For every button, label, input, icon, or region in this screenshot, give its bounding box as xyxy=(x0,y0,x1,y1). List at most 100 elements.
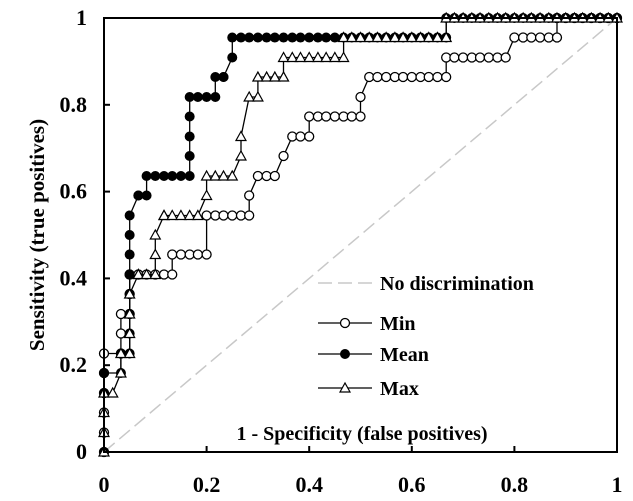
series-min-point xyxy=(329,111,341,122)
series-min xyxy=(98,12,623,458)
series-mean-point xyxy=(167,170,178,181)
series-mean-point xyxy=(295,32,306,43)
series-mean-point xyxy=(227,52,238,63)
series-mean-point xyxy=(192,91,203,102)
series-max-point xyxy=(234,149,247,161)
series-max-point xyxy=(140,268,153,280)
series-min-point xyxy=(304,111,315,122)
series-min-point xyxy=(167,269,178,280)
series-mean-point xyxy=(210,91,221,102)
series-max-point xyxy=(363,31,376,43)
series-mean-point xyxy=(184,170,195,181)
series-mean-point xyxy=(261,32,272,43)
x-tick-label: 0.6 xyxy=(398,472,426,497)
series-mean-point xyxy=(312,32,323,43)
series-min-point xyxy=(227,210,238,221)
series-min-point xyxy=(269,170,280,182)
series-mean-point xyxy=(133,190,144,201)
series-min-point xyxy=(509,32,520,43)
y-tick-label: 1 xyxy=(76,5,87,30)
series-min-point xyxy=(406,71,417,83)
series-max-point xyxy=(294,51,307,63)
series-mean-point xyxy=(269,32,280,43)
series-max-point xyxy=(277,51,290,63)
series-max xyxy=(97,11,624,457)
y-tick-label: 0.4 xyxy=(60,265,88,290)
series-max-point xyxy=(123,307,136,319)
series-max-point xyxy=(123,327,136,339)
series-max-point xyxy=(149,248,162,260)
series-min-point xyxy=(201,249,212,260)
series-max-point xyxy=(123,287,136,299)
y-axis-title: Sensitivity (true positives) xyxy=(25,119,49,351)
y-tick-label: 0.8 xyxy=(60,92,88,117)
series-min-point xyxy=(278,150,289,162)
series-mean-point xyxy=(329,32,340,43)
series-min-point xyxy=(500,52,511,63)
legend-label-min: Min xyxy=(380,313,416,335)
series-min-point xyxy=(346,111,357,122)
series-min-point xyxy=(355,111,366,122)
no-discrimination-line xyxy=(103,17,618,453)
legend-marker-min xyxy=(339,317,351,329)
series-mean xyxy=(99,13,622,457)
series-mean-point xyxy=(141,170,152,181)
series-min-point xyxy=(295,131,306,142)
series-max-point xyxy=(243,90,256,102)
series-max-point xyxy=(328,51,341,63)
series-mean-point xyxy=(235,32,246,43)
series-mean-point xyxy=(184,151,195,162)
series-min-point xyxy=(441,71,452,83)
series-max-point xyxy=(268,70,281,82)
series-max-point xyxy=(200,169,213,181)
series-mean-point xyxy=(159,170,170,181)
x-tick-label: 0 xyxy=(99,472,110,497)
x-axis-title: 1 - Specificity (false positives) xyxy=(236,423,487,445)
series-mean-point xyxy=(210,72,221,83)
series-max-point xyxy=(251,90,264,102)
series-min-point xyxy=(423,71,434,83)
series-min-point xyxy=(304,131,315,142)
series-min-point xyxy=(534,32,546,43)
series-mean-point xyxy=(124,249,135,260)
series-mean-point xyxy=(252,32,263,43)
series-max-point xyxy=(174,209,187,221)
series-max-point xyxy=(405,31,418,43)
series-max-point xyxy=(277,70,290,82)
series-min-point xyxy=(372,71,383,83)
series-min-point xyxy=(252,170,264,182)
series-min-point xyxy=(244,210,255,221)
series-mean-point xyxy=(321,32,332,43)
series-min-point xyxy=(201,210,212,221)
series-max-point xyxy=(320,51,333,63)
series-max-point xyxy=(371,31,384,43)
series-min-point xyxy=(115,328,127,339)
y-tick-label: 0 xyxy=(76,439,87,464)
series-min-point xyxy=(244,190,255,201)
series-max-point xyxy=(234,130,247,142)
series-max-point xyxy=(311,51,324,63)
series-mean-point xyxy=(150,170,161,181)
series-max-point xyxy=(345,31,358,43)
series-max-point xyxy=(422,31,435,43)
series-max-point xyxy=(191,209,204,221)
series-max-point xyxy=(337,31,350,43)
reference-layer xyxy=(103,17,618,453)
plot-frame xyxy=(103,17,618,453)
series-mean-point xyxy=(124,269,135,280)
series-min-point xyxy=(449,52,460,63)
series-mean-point xyxy=(201,91,212,102)
series-max-point xyxy=(414,31,427,43)
series-max-point xyxy=(440,31,453,43)
series-max-point xyxy=(149,228,162,240)
series-max-point xyxy=(158,209,171,221)
series-max-point xyxy=(286,51,299,63)
plot-area xyxy=(97,11,624,458)
series-max-point xyxy=(388,31,401,43)
series-max-point xyxy=(431,31,444,43)
series-min-point xyxy=(192,249,204,260)
series-max-point xyxy=(132,268,145,280)
series-mean-point xyxy=(184,111,195,122)
series-min-point xyxy=(432,71,443,83)
series-min-point xyxy=(474,52,486,63)
